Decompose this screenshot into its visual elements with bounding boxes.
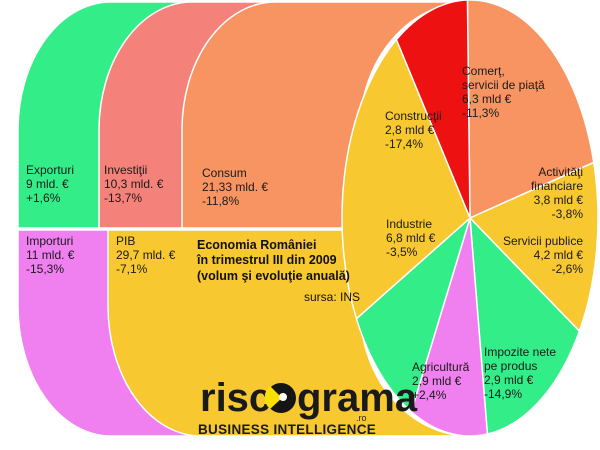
slice-servicii-publice-label-line: Servicii publice (503, 234, 583, 248)
slice-activitati-financiare-label-line: financiare (531, 179, 583, 193)
slice-constructii-label: Construcţii 2,8 mld € -17,4% (385, 109, 442, 151)
slice-comert-label-line: 6,3 mld € (462, 92, 512, 106)
slice-impozite-nete-label-line: 2,9 mld € (484, 373, 534, 387)
slice-activitati-financiare-label: Activităţi financiare 3,8 mld € -3,8% (531, 165, 583, 221)
logo-o-icon (264, 383, 296, 413)
slice-industrie-label-line: 6,8 mld € (386, 231, 436, 245)
slice-activitati-financiare-label-line: Activităţi (538, 165, 583, 179)
component-pib-label: PIB 29,7 mld. € -7,1% (116, 234, 176, 276)
chart-title-line-1: Economia României (197, 238, 316, 252)
riscograma-logo: risc grama .ro BUSINESS INTELLIGENCE (198, 376, 418, 437)
slice-constructii-label-line: -17,4% (385, 137, 423, 151)
slice-impozite-nete-label-line: pe produs (484, 359, 537, 373)
logo-name-part2: grama (297, 376, 418, 420)
pie-chart (341, 0, 599, 437)
component-consum-label: Consum 21,33 mld. € -11,8% (202, 166, 268, 208)
component-consum-label-line: 21,33 mld. € (202, 180, 268, 194)
component-importuri-label: Importuri 11 mld. € -15,3% (26, 234, 75, 276)
component-pib-label-line: 29,7 mld. € (116, 248, 176, 262)
slice-comert-label: Comerţ, servicii de piaţă 6,3 mld € -11,3% (462, 64, 545, 120)
pie-slice-constructii (395, 0, 471, 219)
slice-constructii-label-line: Construcţii (385, 109, 442, 123)
slice-industrie-label: Industrie 6,8 mld € -3,5% (386, 217, 436, 259)
slice-industrie-label-line: Industrie (386, 217, 432, 231)
slice-agricultura-label: Agricultură 2,9 mld € +2,4% (412, 360, 470, 402)
chart-title: Economia României în trimestrul III din … (196, 238, 350, 283)
slice-agricultura-label-line: 2,9 mld € (412, 374, 462, 388)
source-note: sursa: INS (304, 290, 360, 304)
slice-impozite-nete-label-line: Impozite nete (484, 345, 556, 359)
component-investitii-label-line: Investiţii (104, 163, 147, 177)
slice-impozite-nete-label: Impozite nete pe produs 2,9 mld € -14,9% (484, 345, 556, 401)
pie-slice-agricultura (355, 215, 472, 413)
slice-comert-label-line: -11,3% (462, 106, 499, 120)
labels-layer: Exporturi 9 mld. € +1,6% Investiţii 10,3 mld… (26, 64, 583, 402)
component-investitii-label-line: -13,7% (104, 191, 142, 205)
slice-industrie-label-line: -3,5% (386, 245, 418, 259)
component-consum-label-line: -11,8% (202, 194, 239, 208)
component-importuri-label-line: -15,3% (26, 262, 64, 276)
slice-comert-label-line: servicii de piaţă (462, 78, 545, 92)
slice-agricultura-label-line: Agricultură (412, 360, 470, 374)
component-exporturi-label-line: +1,6% (26, 191, 61, 205)
slice-servicii-publice-label-line: 4,2 mld € (534, 248, 584, 262)
component-exporturi-label-line: Exporturi (26, 163, 74, 177)
component-investitii-label-line: 10,3 mld. € (104, 177, 164, 191)
pie-slice-activitati-financiare (468, 161, 599, 333)
pie-slice-comert (466, 0, 595, 220)
chart-title-line-2: în trimestrul III din 2009 (196, 253, 337, 267)
slice-activitati-financiare-label-line: 3,8 mld € (534, 193, 584, 207)
component-pib-label-line: PIB (116, 234, 135, 248)
component-pib-label-line: -7,1% (116, 262, 148, 276)
logo-name-part1: risc (200, 376, 271, 420)
logo-domain: .ro (356, 413, 367, 423)
slice-servicii-publice-label: Servicii publice 4,2 mld € -2,6% (503, 234, 583, 276)
band-shapes (17, 1, 471, 437)
pie-slice-impozite-nete (410, 217, 489, 437)
slice-comert-label-line: Comerţ, (462, 64, 505, 78)
component-investitii-label: Investiţii 10,3 mld. € -13,7% (104, 163, 164, 205)
slice-impozite-nete-label-line: -14,9% (484, 387, 522, 401)
pie-slice-industrie (341, 38, 471, 321)
component-importuri-label-line: 11 mld. € (26, 248, 75, 262)
component-exporturi-label-line: 9 mld. € (26, 177, 69, 191)
logo-tagline: BUSINESS INTELLIGENCE (198, 422, 376, 437)
component-importuri-label-line: Importuri (26, 234, 73, 248)
slice-servicii-publice-label-line: -2,6% (552, 262, 584, 276)
slice-activitati-financiare-label-line: -3,8% (552, 207, 584, 221)
pie-slice-servicii-publice (469, 215, 581, 435)
slice-agricultura-label-line: +2,4% (412, 388, 447, 402)
component-exporturi-label: Exporturi 9 mld. € +1,6% (26, 163, 74, 205)
chart-title-line-3: (volum şi evoluţie anuală) (197, 269, 350, 283)
component-consum-label-line: Consum (202, 166, 247, 180)
slice-constructii-label-line: 2,8 mld € (385, 123, 435, 137)
